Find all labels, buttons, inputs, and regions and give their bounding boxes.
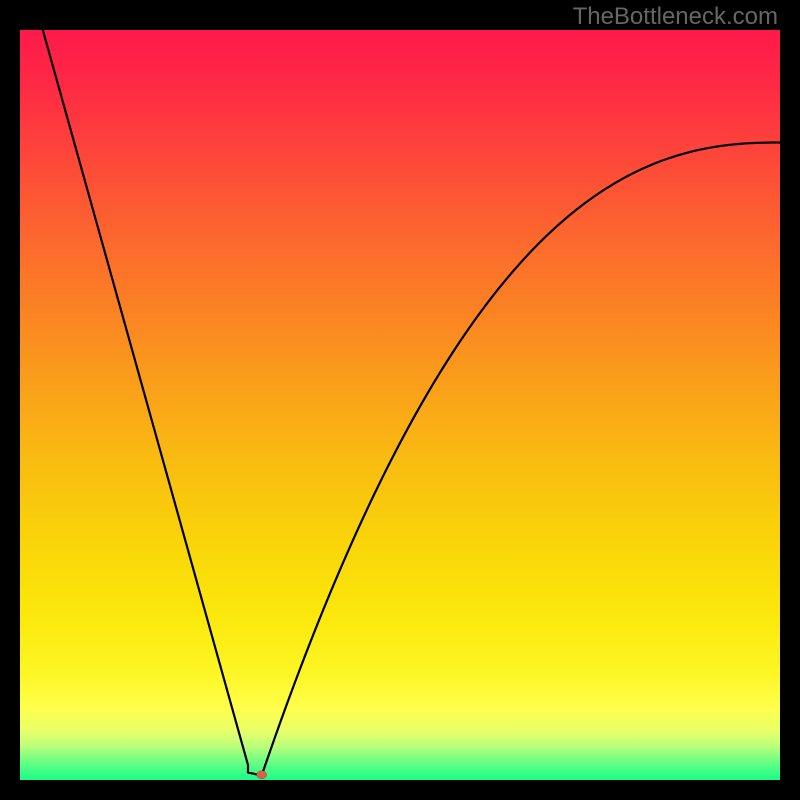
watermark-text: TheBottleneck.com: [573, 3, 778, 30]
gradient-background: [20, 30, 780, 780]
bottleneck-chart: TheBottleneck.com: [0, 0, 800, 800]
optimal-point-marker: [257, 771, 267, 779]
